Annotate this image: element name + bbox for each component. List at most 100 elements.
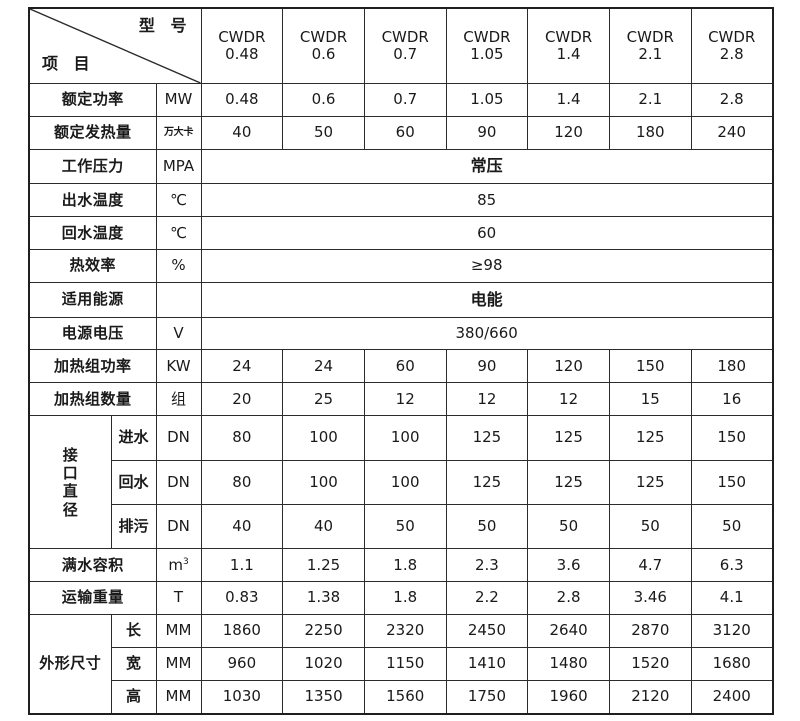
- cell-value: 100: [282, 459, 365, 505]
- model-rating: 0.7: [393, 45, 418, 63]
- unit-base: m: [168, 555, 183, 574]
- model-series: CWDR: [544, 27, 593, 46]
- cell-value: 2.8: [690, 83, 774, 117]
- table-row: 运输重量 T 0.83 1.38 1.8 2.2 2.8 3.46 4.1: [28, 581, 774, 616]
- cell-value: 150: [690, 415, 774, 461]
- cell-value: 1.05: [445, 83, 529, 117]
- model-rating: 0.48: [225, 45, 259, 63]
- cell-value: 50: [608, 503, 692, 550]
- row-unit: DN: [155, 503, 202, 550]
- table-header-row: 型 号 项 目 CWDR 0.48 CWDR 0.6 CWDR 0.7 CWDR: [28, 7, 774, 84]
- row-label: 热效率: [28, 249, 157, 283]
- cell-value: 180: [608, 115, 692, 150]
- cell-value-merged: 常压: [200, 148, 774, 185]
- diagonal-divider-icon: [30, 9, 201, 83]
- row-unit: KW: [155, 349, 202, 384]
- sub-row-label: 进水: [110, 415, 157, 461]
- cell-value: 80: [200, 459, 284, 505]
- cell-value: 2450: [445, 614, 529, 648]
- cell-value: 100: [363, 459, 447, 505]
- row-label: 加热组数量: [28, 382, 157, 417]
- cell-value: 50: [363, 503, 447, 550]
- cell-value: 40: [282, 503, 365, 550]
- table-row: 电源电压 V 380/660: [28, 316, 774, 351]
- header-item-label: 项 目: [42, 53, 95, 73]
- cell-value: 125: [608, 459, 692, 505]
- row-unit: ℃: [155, 216, 202, 251]
- cell-value: 4.1: [690, 581, 774, 616]
- cell-value: 16: [690, 382, 774, 417]
- sub-row-label: 宽: [110, 646, 157, 681]
- row-unit: T: [155, 581, 202, 616]
- table-body: 型 号 项 目 CWDR 0.48 CWDR 0.6 CWDR 0.7 CWDR: [28, 7, 774, 715]
- cell-value: 3.46: [608, 581, 692, 616]
- model-series: CWDR: [218, 27, 266, 46]
- row-unit: MM: [155, 614, 202, 648]
- row-unit: DN: [155, 459, 202, 505]
- model-series: CWDR: [626, 27, 674, 46]
- cell-value-merged: 85: [200, 183, 774, 218]
- model-rating: 2.1: [638, 45, 663, 63]
- table-row: 回水 DN 80 100 100 125 125 125 150: [29, 459, 774, 505]
- table-row: 接 口 直 径 进水 DN 80 100 100 125 125 125 150: [28, 415, 774, 550]
- cell-value: 100: [282, 415, 365, 461]
- row-label: 加热组功率: [28, 349, 157, 384]
- cell-value: 1030: [200, 679, 284, 715]
- cell-value: 120: [527, 115, 610, 150]
- group-label-connection-diameter: 接 口 直 径: [28, 415, 112, 550]
- row-label: 回水温度: [28, 216, 157, 251]
- table-row: 出水温度 ℃ 85: [28, 183, 774, 218]
- model-header-3: CWDR 1.05: [445, 7, 529, 84]
- cell-value: 1960: [527, 679, 610, 715]
- model-header-5: CWDR 2.1: [608, 7, 692, 84]
- cell-value: 1.4: [527, 83, 610, 117]
- cell-value-merged: 380/660: [200, 316, 774, 351]
- row-label: 额定发热量: [28, 115, 157, 150]
- model-series: CWDR: [708, 27, 756, 46]
- row-label: 额定功率: [28, 83, 157, 117]
- cell-value: 1480: [527, 646, 610, 681]
- table-row: 宽 MM 960 1020 1150 1410 1480 1520 1680: [29, 646, 774, 681]
- cell-value: 3120: [690, 614, 774, 648]
- table-row: 外形尺寸 长 MM 1860 2250 2320 2450 2640 2870 …: [28, 614, 774, 715]
- cell-value: 60: [363, 115, 447, 150]
- cell-value: 2640: [527, 614, 610, 648]
- cell-value: 120: [527, 349, 610, 384]
- row-unit: MM: [155, 679, 202, 715]
- model-header-2: CWDR 0.7: [363, 7, 447, 84]
- model-header-0: CWDR 0.48: [200, 7, 284, 84]
- table-row: 高 MM 1030 1350 1560 1750 1960 2120 2400: [29, 679, 774, 715]
- cell-value: 1.1: [200, 548, 284, 583]
- cell-value: 150: [690, 459, 774, 505]
- cell-value: 1560: [363, 679, 447, 715]
- row-unit: MW: [155, 83, 202, 117]
- unit-superscript: 3: [182, 556, 189, 567]
- group-label-char: 径: [62, 500, 78, 519]
- row-unit: DN: [155, 415, 202, 461]
- cell-value: 0.7: [363, 83, 447, 117]
- cell-value: 90: [445, 115, 529, 150]
- cell-value: 1680: [690, 646, 774, 681]
- cell-value: 20: [200, 382, 284, 417]
- cell-value: 125: [608, 415, 692, 461]
- cell-value: 1.38: [282, 581, 365, 616]
- table-row: 适用能源 电能: [28, 281, 774, 318]
- table-row: 额定发热量 万大卡 40 50 60 90 120 180 240: [28, 115, 774, 150]
- cell-value: 1410: [445, 646, 529, 681]
- cell-value: 125: [527, 459, 610, 505]
- cell-value: 2870: [608, 614, 692, 648]
- row-unit: MM: [155, 646, 202, 681]
- boiler-specification-table: 型 号 项 目 CWDR 0.48 CWDR 0.6 CWDR 0.7 CWDR: [28, 7, 774, 715]
- model-series: CWDR: [381, 27, 429, 46]
- table-row: 满水容积 m3 1.1 1.25 1.8 2.3 3.6 4.7 6.3: [28, 548, 774, 583]
- sub-row-label: 长: [110, 614, 157, 648]
- cell-value: 15: [608, 382, 692, 417]
- cell-value: 12: [363, 382, 447, 417]
- cell-value: 50: [282, 115, 365, 150]
- cell-value: 125: [527, 415, 610, 461]
- cell-value: 1150: [363, 646, 447, 681]
- cell-value: 1350: [282, 679, 365, 715]
- cell-value: 6.3: [690, 548, 774, 583]
- table-row: 加热组功率 KW 24 24 60 90 120 150 180: [28, 349, 774, 384]
- cell-value: 1860: [200, 614, 284, 648]
